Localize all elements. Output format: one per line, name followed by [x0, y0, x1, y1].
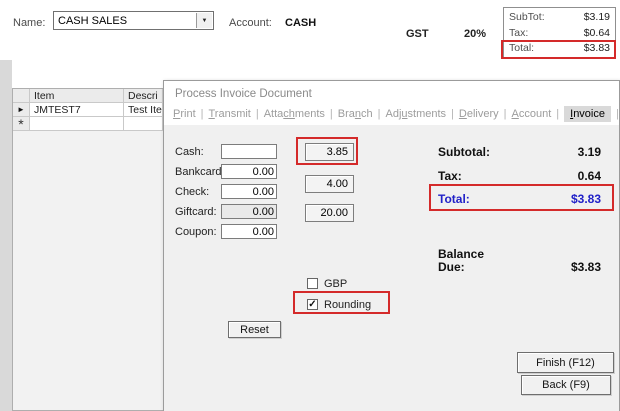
tab-separator: | — [329, 108, 333, 120]
summary-tax-label: Tax: — [509, 26, 529, 39]
tab-invoice[interactable]: Invoice — [564, 106, 611, 122]
rounding-checkbox-box[interactable]: ✓ — [307, 299, 318, 310]
dialog-tab-strip: Print | Transmit | Attachments | Branch … — [173, 104, 620, 124]
tab-attachments[interactable]: Attachments — [263, 108, 325, 120]
quick-amount-button-20-00[interactable]: 20.00 — [305, 204, 354, 222]
tab-account[interactable]: Account — [511, 108, 552, 120]
dialog-tax-value: 0.64 — [577, 169, 601, 183]
item-cell[interactable]: JMTEST7 — [30, 103, 124, 117]
tab-branch[interactable]: Branch — [337, 108, 373, 120]
giftcard-input[interactable] — [221, 204, 277, 219]
checkbox-gbp[interactable]: GBP — [307, 277, 347, 290]
grid-header-row: Item Descri — [13, 89, 163, 103]
description-cell[interactable]: Test Ite — [124, 103, 163, 117]
balance-due-label-line1: Balance — [438, 247, 485, 261]
balance-due-value: $3.83 — [570, 260, 601, 274]
tab-print[interactable]: Print — [173, 108, 196, 120]
back-button[interactable]: Back (F9) — [521, 375, 611, 395]
cash-input[interactable] — [221, 144, 277, 159]
rounding-checkbox-label: Rounding — [324, 298, 372, 311]
account-label: Account: — [229, 17, 272, 29]
check-label: Check: — [175, 186, 210, 198]
grid-header-selector[interactable] — [13, 89, 30, 103]
coupon-input[interactable] — [221, 224, 277, 239]
tab-transmit[interactable]: Transmit — [208, 108, 251, 120]
summary-tax-value: $0.64 — [583, 26, 610, 39]
tab-separator: | — [556, 108, 560, 120]
coupon-label: Coupon: — [175, 226, 217, 238]
dialog-tax-label: Tax: — [438, 169, 462, 183]
gbp-checkbox-label: GBP — [324, 277, 348, 290]
dialog-subtotal-value: 3.19 — [577, 145, 601, 159]
finish-button[interactable]: Finish (F12) — [517, 352, 614, 373]
sale-summary-box: SubTot: $3.19 Tax: $0.64 Total: $3.83 — [503, 7, 616, 58]
chevron-down-icon[interactable]: ▼ — [196, 13, 212, 28]
new-row-marker-icon: * — [18, 117, 24, 131]
grid-header-description[interactable]: Descri — [124, 89, 163, 103]
summary-subtotal-row: SubTot: $3.19 — [509, 10, 610, 24]
account-value: CASH — [285, 17, 317, 29]
tab-separator: | — [200, 108, 204, 120]
summary-subtotal-label: SubTot: — [509, 11, 545, 23]
dialog-subtotal-label: Subtotal: — [438, 145, 490, 159]
cash-label: Cash: — [175, 146, 204, 158]
tab-delivery[interactable]: Delivery — [458, 108, 499, 120]
check-input[interactable] — [221, 184, 277, 199]
summary-total-label: Total: — [509, 42, 535, 54]
dialog-title: Process Invoice Document — [175, 88, 312, 100]
bankcard-label: Bankcard: — [175, 166, 225, 178]
balance-due-label-line2: Due: — [438, 260, 465, 274]
tab-separator: | — [255, 108, 259, 120]
invoice-items-grid: Item Descri ► JMTEST7 Test Ite * — [12, 88, 163, 411]
grid-header-item[interactable]: Item — [30, 89, 124, 103]
name-label: Name: — [13, 17, 46, 29]
name-combobox-value: CASH SALES — [58, 15, 128, 27]
current-row-marker-icon: ► — [17, 105, 25, 114]
summary-tax-row: Tax: $0.64 — [509, 26, 610, 40]
description-cell[interactable] — [124, 117, 163, 131]
tax-rate-value: 20% — [464, 28, 487, 40]
gbp-checkbox-box[interactable] — [307, 278, 318, 289]
item-cell[interactable] — [30, 117, 124, 131]
tab-adjustments[interactable]: Adjustments — [385, 108, 447, 120]
summary-subtotal-value: $3.19 — [583, 11, 610, 23]
tab-separator: | — [615, 108, 619, 120]
dialog-total-label: Total: — [438, 192, 470, 206]
reset-button[interactable]: Reset — [228, 321, 281, 338]
window-left-margin — [0, 60, 12, 411]
quick-amount-button-3-85[interactable]: 3.85 — [305, 143, 354, 161]
giftcard-label: Giftcard: — [175, 206, 217, 218]
tab-separator: | — [377, 108, 381, 120]
name-combobox[interactable]: CASH SALES ▼ — [53, 11, 214, 30]
row-selector-cell[interactable]: * — [13, 117, 30, 131]
quick-amount-button-4-00[interactable]: 4.00 — [305, 175, 354, 193]
tab-separator: | — [503, 108, 507, 120]
summary-total-row: Total: $3.83 — [509, 41, 610, 55]
grid-row-new[interactable]: * — [13, 117, 163, 131]
grid-row-current[interactable]: ► JMTEST7 Test Ite — [13, 103, 163, 117]
process-invoice-dialog: Process Invoice Document Print | Transmi… — [163, 80, 620, 411]
summary-total-value: $3.83 — [583, 42, 610, 54]
tax-name-label: GST — [406, 28, 429, 40]
tab-separator: | — [451, 108, 454, 120]
checkbox-rounding[interactable]: ✓ Rounding — [307, 298, 371, 311]
row-selector-cell[interactable]: ► — [13, 103, 30, 117]
dialog-total-value: $3.83 — [570, 192, 601, 206]
bankcard-input[interactable] — [221, 164, 277, 179]
